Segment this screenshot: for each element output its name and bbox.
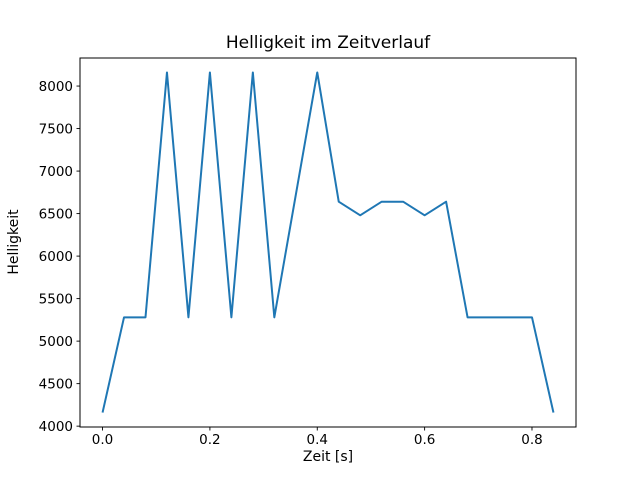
chart-title: Helligkeit im Zeitverlauf [225,33,431,53]
data-line [101,71,555,413]
y-tick-label: 8000 [39,79,73,95]
y-tick-label: 5000 [39,334,73,350]
x-axis-label: Zeit [s] [302,449,354,465]
x-tick-label: 0.0 [92,432,113,448]
y-axis-label: Helligkeit [6,209,22,275]
y-tick-label: 6000 [39,249,73,265]
y-tick-label: 6500 [39,206,73,222]
y-tick-label: 7000 [39,164,73,180]
y-tick-label: 7500 [39,121,73,137]
x-tick-label: 0.6 [414,432,435,448]
axes-frame [79,57,577,428]
y-tick-label: 4500 [39,376,73,392]
y-tick-label: 5500 [39,291,73,307]
x-tick-label: 0.8 [521,432,542,448]
y-tick-label: 4000 [39,419,73,435]
x-tick-label: 0.2 [199,432,220,448]
x-tick-label: 0.4 [307,432,328,448]
